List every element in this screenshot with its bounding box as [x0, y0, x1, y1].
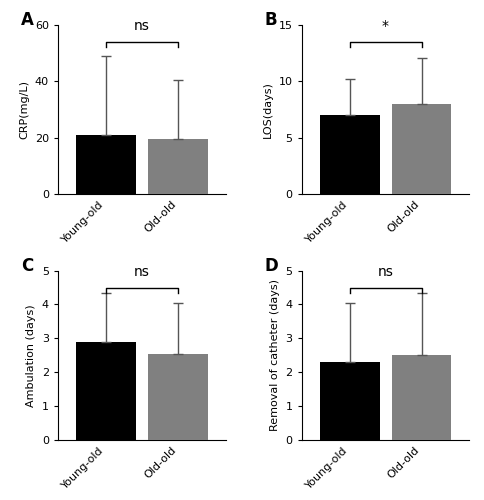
- Text: D: D: [265, 257, 278, 275]
- Bar: [319, 362, 379, 440]
- Text: ns: ns: [134, 265, 150, 279]
- Bar: [392, 104, 452, 194]
- Text: ns: ns: [378, 265, 393, 279]
- Bar: [76, 342, 136, 440]
- Y-axis label: Removal of catheter (days): Removal of catheter (days): [270, 280, 280, 432]
- Bar: [392, 356, 452, 440]
- Text: A: A: [21, 12, 34, 30]
- Y-axis label: CRP(mg/L): CRP(mg/L): [19, 80, 30, 139]
- Y-axis label: Ambulation (days): Ambulation (days): [26, 304, 36, 406]
- Text: ns: ns: [134, 20, 150, 34]
- Bar: [148, 140, 208, 194]
- Text: *: *: [382, 20, 389, 34]
- Text: C: C: [21, 257, 33, 275]
- Bar: [148, 354, 208, 440]
- Text: B: B: [265, 12, 277, 30]
- Bar: [76, 135, 136, 194]
- Y-axis label: LOS(days): LOS(days): [263, 82, 273, 138]
- Bar: [319, 116, 379, 194]
